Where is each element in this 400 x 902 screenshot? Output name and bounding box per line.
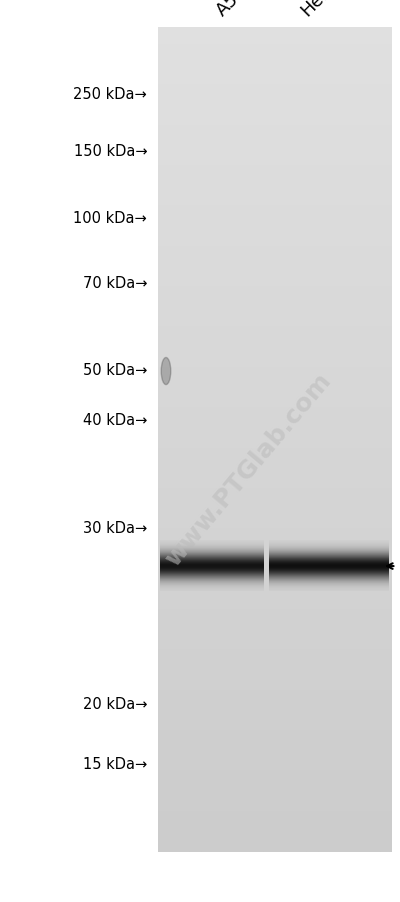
Text: 15 kDa→: 15 kDa→ (83, 757, 147, 771)
Text: 50 kDa→: 50 kDa→ (83, 363, 147, 377)
Text: 20 kDa→: 20 kDa→ (83, 696, 147, 711)
Text: HeLa: HeLa (297, 0, 342, 20)
Text: www.PTGlab.com: www.PTGlab.com (160, 368, 336, 570)
Text: 250 kDa→: 250 kDa→ (74, 87, 147, 102)
Text: 40 kDa→: 40 kDa→ (83, 413, 147, 428)
Text: 100 kDa→: 100 kDa→ (74, 211, 147, 226)
Text: 30 kDa→: 30 kDa→ (83, 520, 147, 535)
Text: 150 kDa→: 150 kDa→ (74, 144, 147, 159)
Text: 70 kDa→: 70 kDa→ (83, 276, 147, 290)
Ellipse shape (161, 358, 171, 385)
Text: A549: A549 (213, 0, 259, 20)
